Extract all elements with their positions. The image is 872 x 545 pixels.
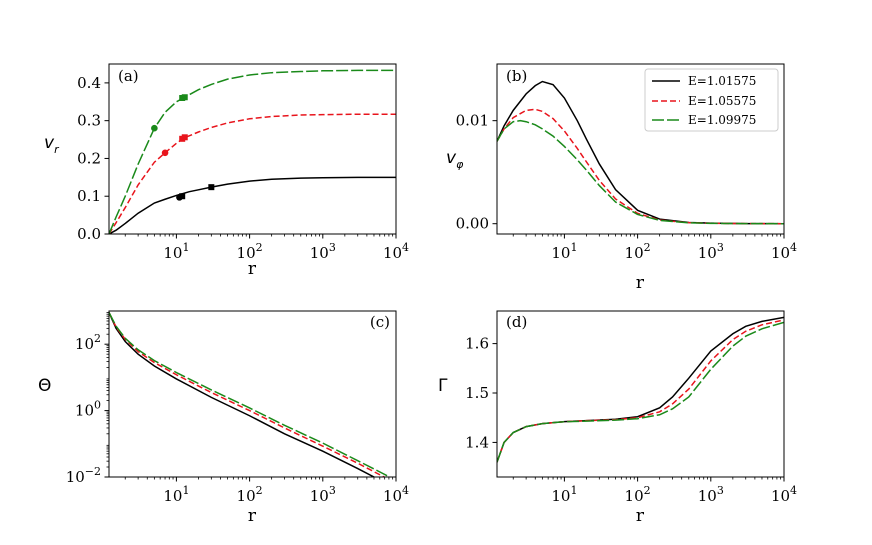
series-line-3 bbox=[497, 119, 784, 225]
panel-a-xlabel: r bbox=[248, 259, 257, 279]
y-tick-label: 1.5 bbox=[465, 384, 489, 402]
legend-label-3: E=1.09975 bbox=[688, 113, 756, 127]
series-line-1 bbox=[109, 312, 376, 477]
panel-b-xlabel: r bbox=[636, 273, 645, 293]
x-tick-label: 102 bbox=[237, 241, 263, 262]
y-tick-label: 102 bbox=[75, 332, 101, 353]
panel-b-label: (b) bbox=[506, 67, 527, 85]
y-tick-label: 0.01 bbox=[456, 112, 489, 130]
x-tick-label: 101 bbox=[163, 484, 189, 505]
y-tick-label: 0.1 bbox=[77, 187, 101, 205]
panel-d-label: (d) bbox=[506, 313, 527, 331]
panel-c-label: (c) bbox=[370, 313, 390, 331]
panel-c-ylabel: Θ bbox=[38, 376, 51, 396]
x-tick-label: 104 bbox=[383, 241, 409, 262]
x-tick-label: 101 bbox=[551, 241, 577, 262]
data-marker-square bbox=[179, 193, 186, 200]
x-tick-label: 103 bbox=[310, 241, 336, 262]
data-marker-circle bbox=[161, 149, 169, 157]
panel-a-plot: 101 102 103 104 0.0 0.1 0.2 0.3 0.4 bbox=[77, 69, 409, 262]
x-tick-label: 103 bbox=[698, 241, 724, 262]
x-tick-label: 101 bbox=[163, 241, 189, 262]
x-tick-label: 104 bbox=[771, 484, 797, 505]
y-tick-label: 0.4 bbox=[77, 74, 101, 92]
series-line-3 bbox=[109, 69, 396, 234]
legend-box bbox=[644, 68, 779, 132]
y-tick-label: 0.2 bbox=[77, 149, 101, 167]
x-tick-label: 101 bbox=[551, 484, 577, 505]
x-tick-label: 102 bbox=[625, 484, 651, 505]
panel-d-frame bbox=[496, 310, 785, 478]
legend: E=1.01575 E=1.05575 E=1.09975 bbox=[644, 68, 779, 132]
series-line-3 bbox=[109, 312, 392, 477]
data-marker-square bbox=[181, 94, 188, 101]
x-tick-label: 102 bbox=[237, 484, 263, 505]
legend-label-1: E=1.01575 bbox=[688, 74, 756, 88]
y-tick-label: 0.00 bbox=[456, 215, 489, 233]
panel-c-xlabel: r bbox=[248, 506, 257, 526]
y-tick-label: 1.4 bbox=[465, 433, 489, 451]
y-tick-label: 100 bbox=[75, 399, 101, 420]
data-marker-square bbox=[208, 184, 215, 191]
series-line-1 bbox=[497, 316, 784, 463]
x-tick-label: 103 bbox=[698, 484, 724, 505]
data-marker-square bbox=[181, 134, 188, 141]
x-tick-label: 102 bbox=[625, 241, 651, 262]
panel-a-frame bbox=[108, 63, 397, 235]
panel-b-frame bbox=[496, 63, 785, 235]
x-tick-label: 103 bbox=[310, 484, 336, 505]
panel-c-plot: 101 102 103 104 102 100 10−2 bbox=[66, 312, 409, 505]
x-tick-label: 104 bbox=[771, 241, 797, 262]
data-marker-circle bbox=[151, 124, 158, 132]
series-line-3 bbox=[497, 321, 784, 463]
x-tick-label: 104 bbox=[383, 484, 409, 505]
y-tick-label: 0.3 bbox=[77, 112, 101, 130]
panel-d-xlabel: r bbox=[636, 506, 645, 526]
y-tick-label: 0.0 bbox=[77, 225, 101, 243]
panel-d-ylabel: Γ bbox=[438, 376, 448, 396]
series-line-2 bbox=[109, 312, 386, 477]
y-tick-label: 1.6 bbox=[465, 335, 489, 353]
panel-c-frame bbox=[108, 310, 397, 478]
panel-c: 101 102 103 104 102 100 10−2 (c) Θ r bbox=[38, 310, 409, 526]
panel-a-label: (a) bbox=[118, 67, 139, 85]
legend-label-2: E=1.05575 bbox=[688, 94, 756, 108]
series-line-2 bbox=[497, 319, 784, 463]
series-line-2 bbox=[109, 113, 396, 234]
panel-d: 101 102 103 104 1.4 1.5 1.6 (d) Γ r bbox=[438, 310, 797, 526]
series-line-1 bbox=[109, 176, 396, 234]
panel-b-plot: 101 102 103 104 0.00 0.01 bbox=[456, 80, 797, 262]
y-tick-label: 10−2 bbox=[66, 465, 101, 486]
